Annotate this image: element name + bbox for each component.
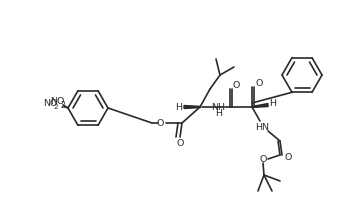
Text: H: H bbox=[216, 108, 223, 118]
Text: O: O bbox=[176, 139, 184, 147]
Text: HN: HN bbox=[255, 122, 269, 132]
Text: NO: NO bbox=[43, 99, 57, 107]
Text: O: O bbox=[259, 155, 267, 163]
Text: H: H bbox=[270, 100, 276, 108]
Text: H: H bbox=[175, 102, 183, 112]
Text: O: O bbox=[156, 119, 164, 127]
Text: NO: NO bbox=[50, 98, 64, 106]
Text: NH: NH bbox=[211, 102, 225, 112]
Text: 2: 2 bbox=[54, 104, 58, 110]
Polygon shape bbox=[184, 105, 200, 108]
Text: 2: 2 bbox=[60, 101, 65, 110]
Text: O: O bbox=[284, 153, 292, 162]
Text: O: O bbox=[232, 81, 240, 89]
Text: O: O bbox=[255, 79, 263, 87]
Polygon shape bbox=[252, 103, 268, 107]
